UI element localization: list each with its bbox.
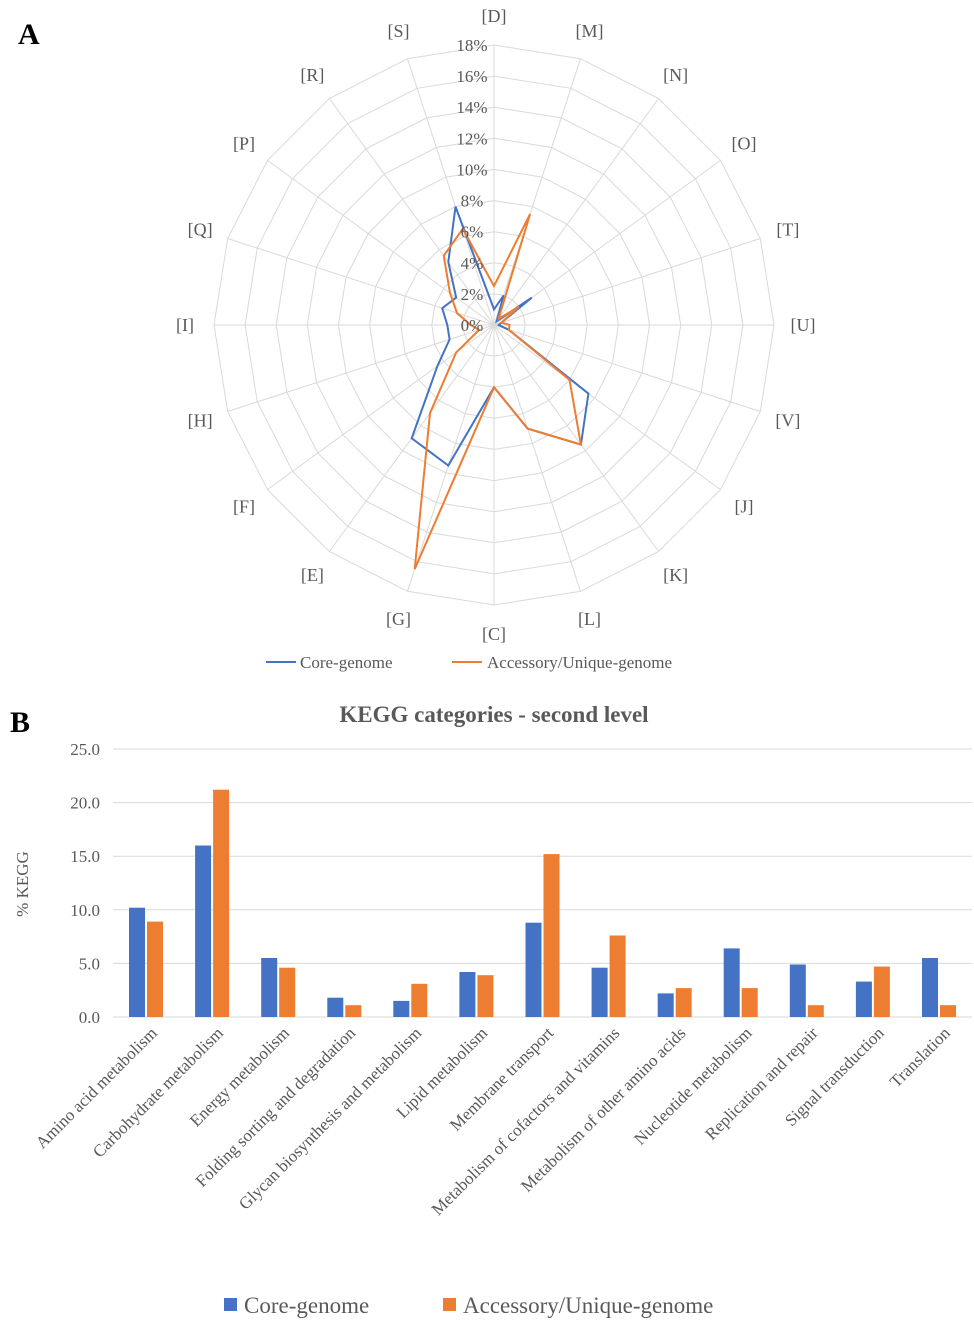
radar-legend-label-core-genome: Core-genome [300,653,393,672]
bar-x-tick-label: Replication and repair [701,1023,821,1143]
bar-accessory-unique-genome-membrane-transport [543,854,560,1017]
bar-legend-label-accessory-unique-genome: Accessory/Unique-genome [463,1293,713,1318]
radar-category-label: [S] [388,21,410,41]
bar-core-genome-membrane-transport [525,922,542,1017]
bar-chart: 0.0 5.0 10.0 15.0 20.0 25.0 Amino acid metabol… [32,740,972,1219]
radar-category-label: [L] [578,609,601,629]
bar-legend-swatch-core-genome [224,1298,237,1311]
bar-accessory-unique-genome-carbohydrate-metabolism [213,789,230,1017]
bar-legend-swatch-accessory-unique-genome [443,1298,456,1311]
bar-accessory-unique-genome-metabolism-of-other-amino-acids [675,988,692,1017]
bar-core-genome-metabolism-of-other-amino-acids [657,993,674,1017]
radar-category-label: [R] [300,65,324,85]
radar-category-label: [D] [482,6,507,26]
radar-category-label: [P] [233,133,255,153]
radar-tick-label: 10% [456,160,487,179]
radar-tick-label: 2% [461,285,484,304]
radar-category-label: [M] [576,21,604,41]
bar-y-tick-label: 5.0 [79,954,100,973]
radar-legend-label-accessory-unique-genome: Accessory/Unique-genome [487,653,672,672]
radar-category-label: [E] [301,565,324,585]
bar-accessory-unique-genome-amino-acid-metabolism [147,921,163,1017]
bar-core-genome-glycan-biosynthesis-and-metabolism [393,1000,410,1017]
bar-core-genome-translation [922,958,938,1017]
bar-core-genome-nucleotide-metabolism [723,948,740,1017]
bar-core-genome-signal-transduction [855,981,872,1017]
radar-category-label: [K] [663,565,688,585]
bar-accessory-unique-genome-signal-transduction [873,966,890,1017]
radar-tick-label: 14% [456,98,487,117]
bar-core-genome-metabolism-of-cofactors-and-vitamins [591,967,608,1017]
bar-legend: Core-genome Accessory/Unique-genome [224,1293,713,1318]
radar-spoke [407,324,495,592]
bar-accessory-unique-genome-metabolism-of-cofactors-and-vitamins [609,935,626,1017]
bar-chart-title: KEGG categories - second level [339,702,648,727]
radar-category-label: [F] [233,497,255,517]
radar-spoke [493,324,581,592]
radar-spoke [227,324,495,412]
bar-y-tick-label: 10.0 [70,901,100,920]
bar-accessory-unique-genome-glycan-biosynthesis-and-metabolism [411,983,428,1017]
bar-core-genome-lipid-metabolism [459,972,476,1017]
panel-b-label: B [10,706,30,739]
bar-accessory-unique-genome-replication-and-repair [807,1005,824,1017]
bar-y-tick-label: 15.0 [70,847,100,866]
bar-accessory-unique-genome-nucleotide-metabolism [741,988,758,1017]
radar-spoke [493,238,761,326]
bar-x-tick-label: Amino acid metabolism [32,1023,161,1152]
bar-y-tick-label: 0.0 [79,1008,100,1027]
radar-category-label: [C] [482,624,506,644]
radar-legend: Core-genome Accessory/Unique-genome [266,653,672,672]
radar-category-label: [I] [176,315,194,335]
bar-y-axis-title: % KEGG [13,851,32,917]
bar-x-tick-label: Carbohydrate metabolism [89,1023,227,1161]
panel-a-label: A [18,18,40,51]
radar-spoke [493,58,581,326]
radar-category-label: [G] [386,609,411,629]
radar-tick-label: 4% [461,254,484,273]
radar-tick-label: 6% [461,223,484,242]
bar-core-genome-folding-sorting-and-degradation [327,997,344,1017]
bar-core-genome-energy-metabolism [261,958,278,1017]
radar-category-label: [J] [735,497,754,517]
radar-spoke [493,324,660,552]
bar-y-tick-label: 25.0 [70,740,100,759]
radar-category-label: [H] [188,411,213,431]
radar-category-label: [U] [791,315,816,335]
radar-tick-label: 8% [461,192,484,211]
bar-accessory-unique-genome-folding-sorting-and-degradation [345,1005,362,1017]
radar-category-label: [N] [663,65,688,85]
radar-spoke [493,324,761,412]
radar-category-label: [V] [775,411,800,431]
radar-spoke [227,238,495,326]
radar-tick-label: 18% [456,36,487,55]
bar-core-genome-carbohydrate-metabolism [195,845,212,1017]
bar-accessory-unique-genome-energy-metabolism [279,967,296,1017]
bar-y-tick-label: 20.0 [70,794,100,813]
radar-tick-label: 16% [456,67,487,86]
bar-x-tick-label: Translation [886,1023,954,1091]
radar-series-core-genome [410,206,590,467]
radar-chart: [D] [M] [N] [O] [T] [U] [V] [J] [K] [L] [C] [G] [E] [… [176,6,815,644]
radar-series-accessory-unique-genome [413,213,583,570]
bar-core-genome-amino-acid-metabolism [129,907,145,1017]
radar-spoke [493,324,721,491]
radar-tick-label: 0% [461,316,484,335]
radar-spoke [493,98,660,326]
bar-accessory-unique-genome-translation [940,1005,956,1017]
radar-category-label: [T] [776,220,799,240]
bar-accessory-unique-genome-lipid-metabolism [477,975,494,1017]
radar-category-label: [O] [732,133,757,153]
bar-legend-label-core-genome: Core-genome [244,1293,369,1318]
radar-tick-label: 12% [456,129,487,148]
radar-spoke [328,98,495,326]
bar-x-tick-label: Nucleotide metabolism [630,1023,755,1148]
bar-core-genome-replication-and-repair [789,964,806,1017]
radar-category-label: [Q] [188,220,213,240]
radar-spoke [407,58,495,326]
